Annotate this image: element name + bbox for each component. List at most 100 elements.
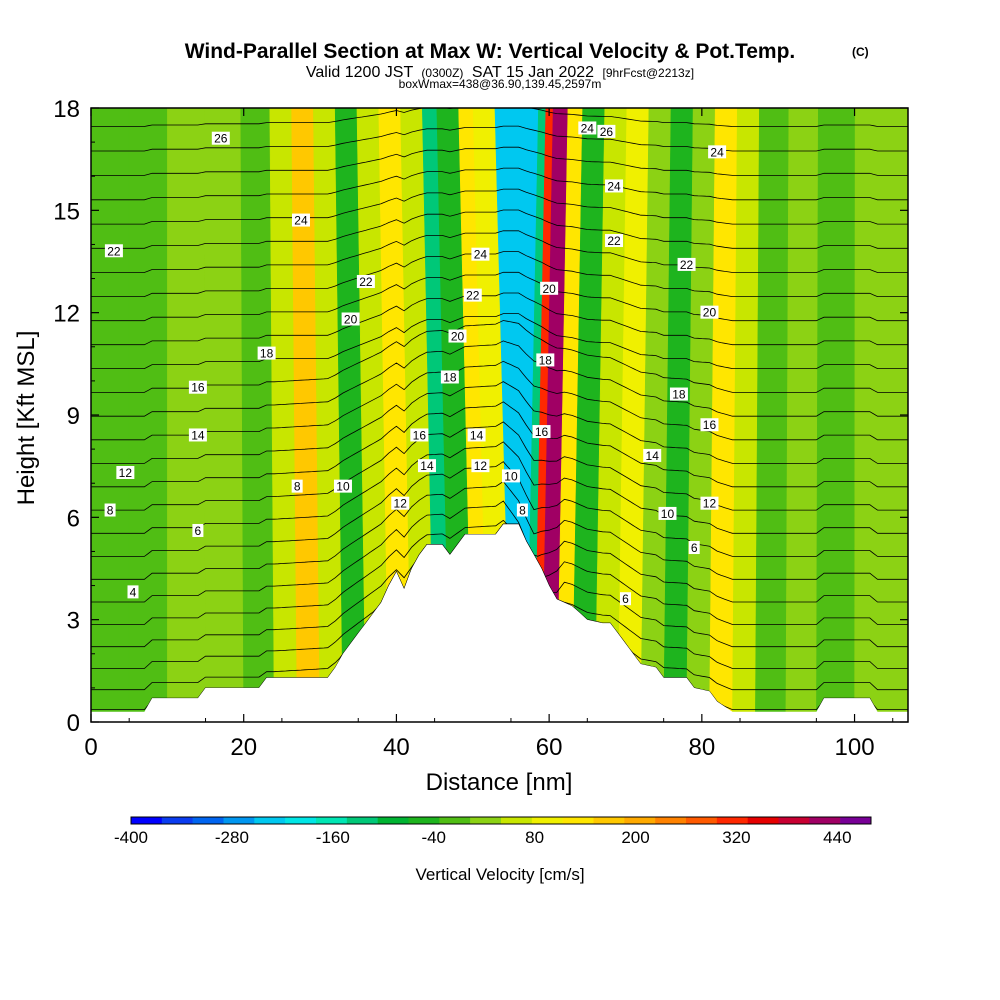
contour-label: 14 bbox=[467, 428, 486, 442]
contour-label-text: 12 bbox=[703, 497, 717, 511]
valid-time-line: Valid 1200 JST (0300Z) SAT 15 Jan 2022 [… bbox=[306, 64, 694, 81]
contour-label-text: 10 bbox=[336, 480, 350, 494]
colorbar-swatch bbox=[624, 817, 656, 824]
velocity-band bbox=[269, 108, 298, 722]
colorbar-swatch bbox=[346, 817, 378, 824]
theta-contour-24 bbox=[91, 188, 908, 225]
contour-label-text: 24 bbox=[474, 248, 488, 262]
colorbar-tick-label: 320 bbox=[722, 828, 750, 847]
contour-label-text: 4 bbox=[130, 585, 137, 599]
contour-label-text: 20 bbox=[542, 282, 556, 296]
theta-contour-9 bbox=[91, 480, 908, 580]
contour-label-text: 14 bbox=[420, 459, 434, 473]
colorbar-swatch bbox=[655, 817, 687, 824]
velocity-band bbox=[594, 108, 628, 722]
x-axis-ticks: 0 20 40 60 80 100 bbox=[84, 108, 894, 761]
velocity-band bbox=[313, 108, 344, 722]
theta-contour-11 bbox=[91, 441, 908, 534]
contour-label-text: 26 bbox=[600, 125, 614, 139]
contour-label: 16 bbox=[410, 428, 429, 442]
colorbar-swatch bbox=[809, 817, 841, 824]
chart-title: Wind-Parallel Section at Max W: Vertical… bbox=[185, 40, 796, 63]
theta-contour-13 bbox=[91, 401, 908, 488]
theta-contours bbox=[91, 108, 908, 710]
colorbar-tick-label: 440 bbox=[823, 828, 851, 847]
velocity-band bbox=[732, 108, 760, 722]
contour-label-text: 18 bbox=[672, 388, 686, 402]
colorbar-swatch bbox=[840, 817, 872, 824]
colorbar-swatch bbox=[316, 817, 348, 824]
theta-contour-28 bbox=[91, 108, 908, 127]
velocity-band bbox=[356, 108, 390, 722]
contour-label: 24 bbox=[291, 213, 310, 228]
contour-label: 20 bbox=[448, 329, 467, 344]
x-tick-label: 40 bbox=[383, 734, 410, 761]
contour-label: 8 bbox=[516, 503, 528, 518]
colorbar-swatch bbox=[562, 817, 594, 824]
y-tick-label: 18 bbox=[53, 96, 80, 123]
velocity-band bbox=[571, 108, 605, 722]
colorbar-swatch bbox=[131, 817, 163, 824]
contour-label: 18 bbox=[440, 370, 459, 384]
contour-label-text: 20 bbox=[344, 312, 358, 326]
theta-contour-27 bbox=[91, 125, 908, 152]
contour-label-text: 22 bbox=[466, 289, 480, 303]
theta-contour-17 bbox=[91, 320, 908, 393]
theta-contour-15 bbox=[91, 360, 908, 441]
contour-label-text: 22 bbox=[680, 258, 694, 272]
box-wmax-line: boxWmax=438@36.90,139.45,2597m bbox=[399, 77, 602, 91]
colorbar-swatch bbox=[408, 817, 440, 824]
y-tick-label: 9 bbox=[67, 403, 80, 430]
contour-label-text: 12 bbox=[474, 459, 488, 473]
contour-label: 10 bbox=[501, 469, 520, 483]
contour-label: 26 bbox=[211, 131, 230, 146]
contour-label: 8 bbox=[291, 479, 303, 494]
theta-contour-10 bbox=[91, 461, 908, 557]
contour-label-text: 18 bbox=[260, 347, 274, 361]
contour-label-text: 18 bbox=[539, 353, 553, 367]
contour-label: 16 bbox=[700, 418, 719, 432]
contour-label: 6 bbox=[192, 523, 204, 538]
contour-label-text: 18 bbox=[443, 370, 457, 384]
contour-label: 10 bbox=[333, 479, 352, 494]
velocity-band bbox=[854, 108, 908, 722]
velocity-band bbox=[755, 108, 790, 722]
x-tick-label: 20 bbox=[230, 734, 257, 761]
contour-label-text: 14 bbox=[646, 449, 660, 463]
valid-date: SAT 15 Jan 2022 bbox=[472, 64, 594, 81]
velocity-band bbox=[128, 108, 168, 722]
contour-label: 20 bbox=[700, 305, 719, 320]
colorbar bbox=[131, 817, 872, 824]
contour-label: 12 bbox=[471, 459, 490, 473]
vertical-velocity-field bbox=[91, 108, 908, 722]
contour-label: 18 bbox=[669, 387, 688, 402]
velocity-band bbox=[785, 108, 819, 722]
colorbar-ticks: -400 -280 -160 -40 80 200 320 440 bbox=[114, 828, 852, 847]
contour-label-text: 24 bbox=[607, 179, 621, 193]
y-tick-label: 0 bbox=[67, 710, 80, 737]
theta-contour-7 bbox=[91, 519, 908, 625]
velocity-band bbox=[167, 108, 206, 722]
theta-contour-22 bbox=[91, 230, 908, 273]
colorbar-swatch bbox=[192, 817, 224, 824]
contour-label: 20 bbox=[540, 281, 559, 296]
contour-label: 6 bbox=[619, 592, 631, 606]
theta-contour-23 bbox=[91, 209, 908, 249]
contour-label: 22 bbox=[104, 244, 123, 258]
contour-label: 10 bbox=[658, 506, 677, 521]
colorbar-swatch bbox=[716, 817, 748, 824]
contour-label: 22 bbox=[677, 257, 696, 272]
contour-label: 14 bbox=[643, 448, 662, 463]
contour-label-text: 12 bbox=[394, 497, 408, 511]
contour-label: 20 bbox=[341, 312, 360, 326]
colorbar-swatch bbox=[223, 817, 255, 824]
theta-contour-25 bbox=[91, 167, 908, 201]
contour-label: 6 bbox=[688, 541, 700, 555]
contour-label: 16 bbox=[188, 380, 207, 395]
contour-label-text: 16 bbox=[413, 428, 427, 442]
theta-contour-18 bbox=[91, 313, 908, 369]
contour-label: 22 bbox=[605, 234, 624, 248]
x-tick-label: 80 bbox=[688, 734, 715, 761]
contour-label-text: 16 bbox=[703, 418, 717, 432]
